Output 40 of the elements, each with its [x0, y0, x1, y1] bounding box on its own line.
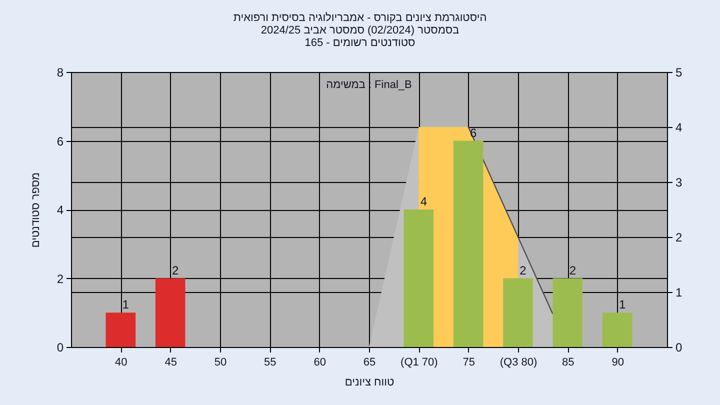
bar	[503, 278, 533, 347]
data-label: 1	[122, 298, 130, 312]
data-label: 2	[172, 263, 179, 278]
y2-tick-label: 0	[676, 340, 682, 354]
bar	[602, 312, 632, 347]
chart-title: היסטוגרמת ציונים בקורס - אמבריולוגיה בסיסית ורפואית בסמסטר (02/2024) סמסטר אביב 2024/25 סטודנטים רשומים - 165	[233, 12, 487, 49]
y-tick-label: 2	[56, 272, 64, 286]
data-label: 1	[618, 298, 626, 312]
x-axis-title: טווח ציונים	[344, 376, 394, 388]
y2-tick-label: 2	[676, 230, 682, 244]
x-tick-label: 50	[214, 356, 227, 368]
y2-tick-label: 5	[676, 66, 682, 80]
y2-tick-label: 1	[676, 286, 682, 300]
x-tick-label: 40	[115, 356, 128, 368]
y-tick-label: 6	[56, 134, 64, 148]
x-tick-label: 90	[612, 356, 624, 368]
data-label: 2	[569, 263, 576, 278]
y-tick-label: 8	[56, 66, 64, 80]
bar	[453, 140, 484, 347]
bar	[552, 278, 583, 347]
bar	[404, 210, 434, 347]
y-axis-title: מספר סטודנטים	[30, 172, 42, 248]
data-label: 2	[520, 263, 527, 278]
bar	[155, 278, 186, 347]
annotation: במשימה : Final_B	[326, 79, 412, 91]
data-label: 4	[420, 194, 428, 208]
x-tick-label: 85	[562, 356, 574, 368]
y2-tick-label: 4	[676, 120, 682, 134]
x-tick-label: 65	[363, 356, 376, 368]
y2-tick-label: 3	[676, 176, 682, 190]
y-tick-label: 4	[56, 203, 64, 217]
x-tick-label: 75	[462, 356, 475, 368]
x-tick-label: 55	[264, 356, 276, 368]
bar	[106, 312, 136, 347]
x-tick-label: (Q1 70)	[400, 356, 438, 368]
y-tick-label: 0	[56, 340, 64, 354]
data-label: 6	[470, 126, 477, 140]
x-tick-label: 45	[164, 356, 177, 368]
x-tick-label: 60	[314, 356, 326, 368]
x-tick-label: (Q3 80)	[500, 356, 538, 368]
